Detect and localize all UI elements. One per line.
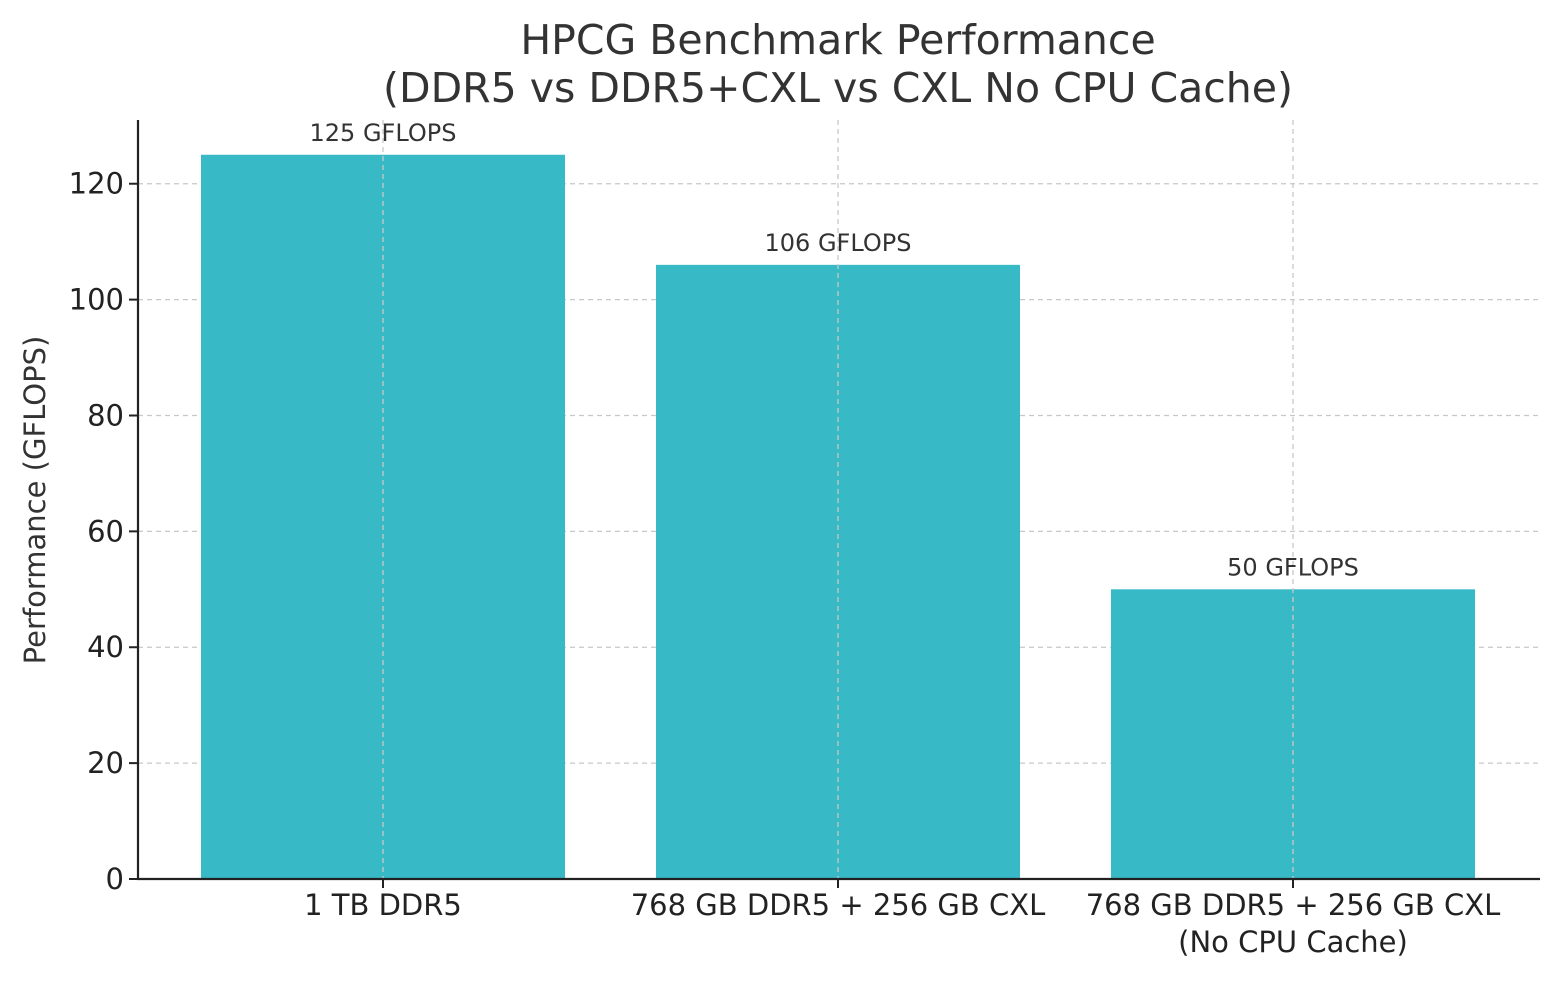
y-tick-label: 20	[87, 746, 124, 780]
x-tick-label: (No CPU Cache)	[1178, 925, 1408, 959]
x-tick-label: 768 GB DDR5 + 256 GB CXL	[1086, 888, 1501, 922]
chart-title-line: (DDR5 vs DDR5+CXL vs CXL No CPU Cache)	[383, 64, 1293, 112]
y-tick-label: 100	[69, 283, 124, 317]
y-axis-label: Performance (GFLOPS)	[18, 336, 52, 665]
vertical-gridlines	[382, 120, 1294, 879]
y-tick-label: 120	[69, 167, 124, 201]
data-labels: 125 GFLOPS 106 GFLOPS 50 GFLOPS	[310, 119, 1359, 582]
x-tick-label: 1 TB DDR5	[304, 888, 462, 922]
x-axis-ticks: 1 TB DDR5 768 GB DDR5 + 256 GB CXL 768 GB …	[304, 879, 1500, 959]
y-axis-ticks: 0 20 40 60 80 100 120	[69, 167, 138, 896]
y-tick-label: 80	[87, 398, 124, 432]
bar-data-label: 125 GFLOPS	[310, 119, 457, 147]
y-tick-label: 60	[87, 514, 124, 548]
chart-title: HPCG Benchmark Performance(DDR5 vs DDR5+…	[383, 16, 1293, 112]
bar-data-label: 106 GFLOPS	[765, 229, 912, 257]
y-tick-label: 0	[106, 862, 124, 896]
x-tick-label: 768 GB DDR5 + 256 GB CXL	[631, 888, 1046, 922]
y-tick-label: 40	[87, 630, 124, 664]
chart-title-line: HPCG Benchmark Performance	[520, 16, 1155, 64]
bar-data-label: 50 GFLOPS	[1227, 553, 1359, 581]
